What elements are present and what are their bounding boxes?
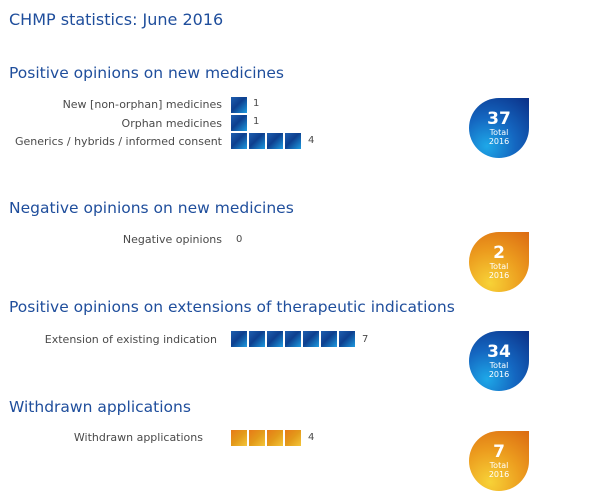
count-block — [231, 430, 247, 446]
total-label: Total — [489, 261, 509, 271]
count-block — [231, 133, 247, 149]
total-number: 7 — [493, 441, 505, 462]
count-block — [303, 331, 319, 347]
count-block — [249, 331, 265, 347]
row-count-orphan: 1 — [253, 116, 260, 127]
count-block — [249, 133, 265, 149]
total-number: 37 — [487, 108, 511, 129]
total-badge-extensions: 34 Total 2016 — [469, 331, 529, 391]
count-block — [231, 331, 247, 347]
row-blocks-withdrawn — [231, 430, 301, 446]
row-label-extension: Extension of existing indication — [44, 333, 217, 346]
total-number: 34 — [487, 341, 511, 362]
count-block — [285, 133, 301, 149]
section-title-positive-new: Positive opinions on new medicines — [9, 64, 284, 82]
row-label-generics: Generics / hybrids / informed consent — [15, 135, 222, 148]
count-block — [321, 331, 337, 347]
total-number: 2 — [493, 242, 505, 263]
section-title-withdrawn: Withdrawn applications — [9, 398, 191, 416]
total-year: 2016 — [488, 369, 510, 379]
row-blocks-new-non-orphan — [231, 97, 247, 113]
row-count-negative: 0 — [236, 234, 243, 245]
count-block — [267, 331, 283, 347]
count-block — [267, 430, 283, 446]
total-year: 2016 — [488, 136, 510, 146]
total-year: 2016 — [488, 469, 510, 479]
row-count-new-non-orphan: 1 — [253, 98, 260, 109]
total-label: Total — [489, 360, 509, 370]
total-badge-withdrawn: 7 Total 2016 — [469, 431, 529, 491]
page-title: CHMP statistics: June 2016 — [9, 10, 224, 29]
row-label-orphan: Orphan medicines — [121, 117, 222, 130]
row-count-withdrawn: 4 — [308, 432, 315, 443]
total-label: Total — [489, 127, 509, 137]
total-badge-positive-new: 37 Total 2016 — [469, 98, 529, 158]
count-block — [339, 331, 355, 347]
row-blocks-generics — [231, 133, 301, 149]
section-title-negative-new: Negative opinions on new medicines — [9, 199, 294, 217]
count-block — [231, 115, 247, 131]
row-label-negative: Negative opinions — [122, 233, 222, 246]
count-block — [267, 133, 283, 149]
row-label-withdrawn: Withdrawn applications — [73, 431, 203, 444]
count-block — [231, 97, 247, 113]
total-year: 2016 — [488, 270, 510, 280]
row-blocks-orphan — [231, 115, 247, 131]
row-count-generics: 4 — [308, 135, 315, 146]
total-badge-negative-new: 2 Total 2016 — [469, 232, 529, 292]
count-block — [285, 430, 301, 446]
total-label: Total — [489, 460, 509, 470]
count-block — [285, 331, 301, 347]
row-count-extension: 7 — [362, 334, 369, 345]
section-title-extensions: Positive opinions on extensions of thera… — [9, 298, 455, 316]
row-label-new-non-orphan: New [non-orphan] medicines — [62, 98, 222, 111]
count-block — [249, 430, 265, 446]
row-blocks-extension — [231, 331, 355, 347]
